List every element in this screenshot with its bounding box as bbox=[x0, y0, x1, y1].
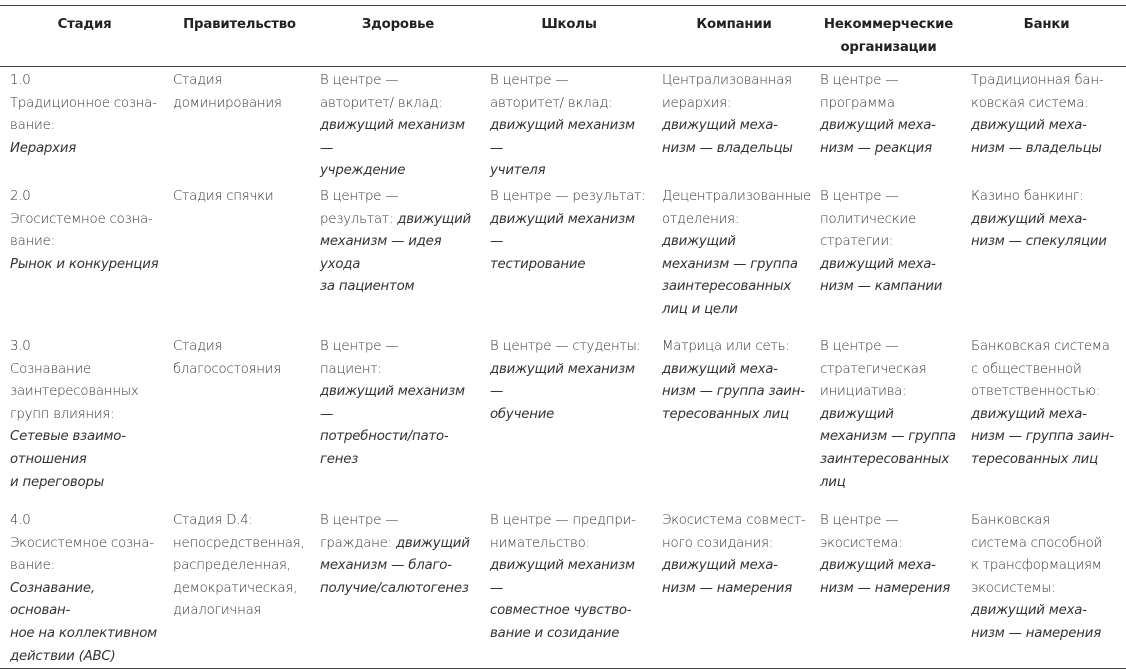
table-cell: 3.0 Сознавание заинтересованных групп вл… bbox=[0, 333, 163, 507]
table-cell: В центре — студенты: движущий механизм —… bbox=[480, 333, 652, 507]
cell-italic-text: движущий механизм — идея ухода за пациен… bbox=[320, 211, 471, 295]
cell-italic-text: движущий меха- низм — группа заин- терес… bbox=[662, 361, 805, 422]
column-header: Некоммерческие организации bbox=[823, 17, 954, 55]
table-cell: 2.0 Эгосистемное созна- вание: Рынок и к… bbox=[0, 183, 163, 333]
table-cell: Банковская система способной к трансформ… bbox=[961, 507, 1126, 669]
cell-italic-text: движущий механизм — учреждение bbox=[320, 118, 465, 179]
stages-table: Стадия Правительство Здоровье Школы Компании… bbox=[0, 5, 1126, 669]
cell-italic-text: движущий механизм — обучение bbox=[490, 361, 635, 422]
table-cell: Централизованная иерархия: движущий меха… bbox=[652, 67, 810, 183]
cell-italic-text: Сетевые взаимо- отношения и переговоры bbox=[10, 429, 126, 490]
table-cell: Традиционная бан- ковская система: движу… bbox=[961, 67, 1126, 183]
cell-text: Стадия благосостояния bbox=[173, 338, 282, 377]
cell-text: Децентрализованные отделения: bbox=[662, 188, 811, 227]
table-cell: В центре — стратегическая инициатива: дв… bbox=[810, 333, 961, 507]
cell-text: Стадия D.4: непосредственная, распределе… bbox=[173, 512, 305, 619]
cell-italic-text: Рынок и конкуренция bbox=[10, 256, 159, 272]
cell-text: В центре — студенты: bbox=[490, 338, 641, 354]
cell-italic-text: движущий меха- низм — кампании bbox=[820, 256, 943, 295]
column-header: Здоровье bbox=[361, 17, 435, 32]
cell-text: Казино банкинг: bbox=[971, 188, 1084, 204]
cell-italic-text: Иерархия bbox=[10, 140, 77, 156]
cell-text: Централизованная иерархия: bbox=[662, 73, 792, 111]
cell-italic-text: движущий меха- низм — группа заин- терес… bbox=[971, 406, 1114, 467]
cell-text: В центре — авторитет/ вклад: bbox=[490, 73, 613, 111]
cell-italic-text: движущий меха- низм — намерения bbox=[820, 558, 950, 596]
table-body: 1.0 Традиционное созна- вание: Иерархия С… bbox=[0, 67, 1126, 669]
column-header: Стадия bbox=[57, 17, 112, 32]
cell-text: В центре — авторитет/ вклад: bbox=[320, 73, 443, 111]
table-cell: В центре — предпри- нимательство: движущ… bbox=[480, 507, 652, 669]
cell-text: 1.0 Традиционное созна- вание: bbox=[10, 73, 157, 134]
cell-italic-text: движущий меха- низм — спекуляции bbox=[971, 211, 1107, 250]
cell-italic-text: движущий меха- низм — владельцы bbox=[662, 118, 793, 156]
cell-text: Традиционная бан- ковская система: bbox=[971, 73, 1104, 111]
cell-italic-text: движущий механизм — благо- получие/салют… bbox=[320, 535, 470, 596]
table-cell: Матрица или сеть: движущий меха- низм — … bbox=[652, 333, 810, 507]
cell-text: Банковская система с общественной ответс… bbox=[971, 338, 1110, 400]
table-cell: В центре — граждане: движущий механизм —… bbox=[310, 507, 480, 669]
cell-italic-text: движущий меха- низм — реакция bbox=[820, 118, 936, 156]
cell-text: Стадия доминирования bbox=[173, 73, 282, 111]
cell-text: В центре — программа bbox=[820, 73, 899, 111]
cell-text: В центре — пациент: bbox=[320, 338, 399, 377]
cell-italic-text: движущий меха- низм — владельцы bbox=[971, 118, 1102, 156]
table-row: 2.0 Эгосистемное созна- вание: Рынок и к… bbox=[0, 183, 1126, 333]
table-cell: В центре — экосистема: движущий меха- ни… bbox=[810, 507, 961, 669]
cell-italic-text: Сознавание, основан- ное на коллективном… bbox=[10, 580, 157, 664]
table-cell: 1.0 Традиционное созна- вание: Иерархия bbox=[0, 67, 163, 183]
table-cell: В центре — авторитет/ вклад: движущий ме… bbox=[480, 67, 652, 183]
table-row: 1.0 Традиционное созна- вание: Иерархия С… bbox=[0, 67, 1126, 183]
cell-italic-text: движущий механизм — совместное чувство- … bbox=[490, 558, 635, 641]
cell-text: Банковская система способной к трансформ… bbox=[971, 512, 1103, 596]
table-cell: Стадия спячки bbox=[163, 183, 310, 333]
table-cell: Децентрализованные отделения: движущий м… bbox=[652, 183, 811, 333]
cell-text: В центре — экосистема: bbox=[820, 512, 903, 551]
table-cell: 4.0 Экосистемное созна- вание: Сознавани… bbox=[0, 507, 163, 669]
table-cell: В центре — программа движущий меха- низм… bbox=[810, 67, 961, 183]
cell-text: Экосистема совмест- ного созидания: bbox=[662, 512, 806, 551]
table-cell: Стадия благосостояния bbox=[163, 333, 310, 507]
column-header: Компании bbox=[696, 17, 772, 32]
cell-italic-text: движущий меха- низм — намерения bbox=[971, 603, 1101, 641]
cell-text: 2.0 Эгосистемное созна- вание: bbox=[10, 188, 153, 250]
cell-text: 3.0 Сознавание заинтересованных групп вл… bbox=[10, 338, 139, 422]
cell-italic-text: движущий механизм — тестирование bbox=[490, 211, 635, 272]
cell-italic-text: движущий механизм — группа заинтересован… bbox=[820, 406, 956, 490]
table-cell: В центре — политические стратегии: движу… bbox=[810, 183, 961, 333]
table-cell: Экосистема совмест- ного созидания: движ… bbox=[652, 507, 810, 669]
column-header: Школы bbox=[541, 17, 597, 32]
table-cell: В центре — результат: движущий механизм … bbox=[310, 183, 480, 333]
column-header: Банки bbox=[1023, 17, 1070, 32]
cell-text: В центре — стратегическая инициатива: bbox=[820, 338, 927, 400]
table-cell: В центре — авторитет/ вклад: движущий ме… bbox=[310, 67, 480, 183]
table-cell: В центре — пациент: движущий механизм — … bbox=[310, 333, 480, 507]
cell-text: В центре — граждане: bbox=[320, 512, 399, 551]
column-header: Правительство bbox=[183, 17, 296, 32]
cell-text: В центре — предпри- нимательство: bbox=[490, 512, 636, 551]
cell-text: В центре — результат: bbox=[320, 188, 399, 227]
cell-italic-text: движущий механизм — потребности/пато- ге… bbox=[320, 384, 465, 467]
table-cell: Стадия D.4: непосредственная, распределе… bbox=[163, 507, 310, 669]
cell-text: Матрица или сеть: bbox=[662, 338, 790, 354]
header-row: Стадия Правительство Здоровье Школы Компании… bbox=[0, 5, 1126, 67]
table-cell: Банковская система с общественной ответс… bbox=[961, 333, 1126, 507]
table-row: 3.0 Сознавание заинтересованных групп вл… bbox=[0, 333, 1126, 507]
table-cell: Казино банкинг: движущий меха- низм — сп… bbox=[961, 183, 1126, 333]
cell-italic-text: движущий меха- низм — намерения bbox=[662, 558, 792, 596]
table-cell: Стадия доминирования bbox=[163, 67, 310, 183]
cell-text: В центре — результат: bbox=[490, 188, 646, 204]
cell-text: В центре — политические стратегии: bbox=[820, 188, 916, 250]
cell-italic-text: движущий механизм — учителя bbox=[490, 118, 635, 179]
cell-text: Стадия спячки bbox=[173, 188, 274, 204]
cell-italic-text: движущий механизм — группа заинтересован… bbox=[662, 234, 798, 317]
table-cell: В центре — результат: движущий механизм … bbox=[480, 183, 652, 333]
cell-text: 4.0 Экосистемное созна- вание: bbox=[10, 512, 154, 574]
table-row: 4.0 Экосистемное созна- вание: Сознавани… bbox=[0, 507, 1126, 669]
